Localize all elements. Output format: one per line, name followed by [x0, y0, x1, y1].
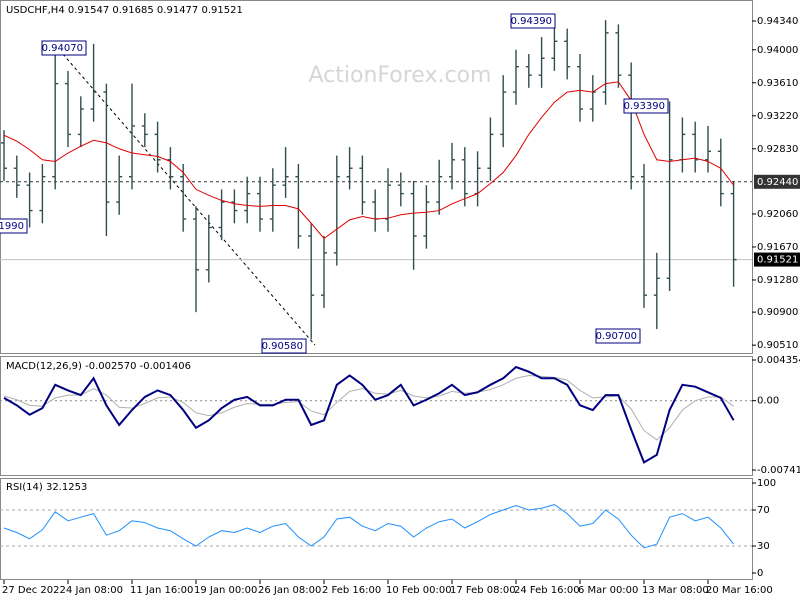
price-panel — [0, 0, 753, 354]
annotation: 0.90580 — [262, 341, 303, 352]
y-tick-label: 30 — [757, 541, 770, 552]
y-tick-label: 0 — [757, 568, 763, 579]
y-tick-label: 0.92060 — [757, 209, 798, 220]
y-tick-label: 0.91280 — [757, 275, 798, 286]
chart-title: USDCHF,H4 0.91547 0.91685 0.91477 0.9152… — [6, 5, 243, 16]
y-tick-label: 0.93220 — [757, 111, 798, 122]
x-tick-label: 19 Jan 00:00 — [194, 585, 257, 596]
y-tick-label: 70 — [757, 505, 770, 516]
watermark: ActionForex.com — [309, 63, 492, 88]
y-tick-label: 0.91670 — [757, 242, 798, 253]
price-label-box — [754, 252, 800, 267]
x-tick-label: 20 Mar 16:00 — [706, 585, 773, 596]
indicator-line — [3, 365, 735, 464]
x-tick-label: 17 Feb 08:00 — [450, 585, 516, 596]
rsi-title: RSI(14) 32.1253 — [6, 482, 87, 493]
annotation-box — [510, 13, 556, 29]
y-tick-label: 0.94340 — [757, 16, 798, 27]
level-label: 0.92440 — [757, 177, 798, 188]
x-tick-label: 11 Jan 16:00 — [130, 585, 193, 596]
x-tick-label: 13 Mar 08:00 — [642, 585, 709, 596]
x-tick-label: 4 Jan 08:00 — [66, 585, 123, 596]
moving-average — [3, 81, 734, 240]
x-tick-label: 27 Dec 2022 — [2, 585, 66, 596]
rsi-panel — [0, 478, 753, 580]
annotation-box — [261, 338, 307, 354]
annotation: 0.93390 — [624, 101, 665, 112]
x-tick-label: 10 Feb 00:00 — [386, 585, 452, 596]
macd-title: MACD(12,26,9) -0.002570 -0.001406 — [6, 361, 191, 372]
annotation-box — [41, 40, 87, 56]
indicator-line — [3, 504, 734, 549]
annotation: 0.90700 — [596, 331, 637, 342]
x-tick-label: 2 Feb 16:00 — [322, 585, 381, 596]
x-tick-label: 24 Feb 16:00 — [514, 585, 580, 596]
annotation: 1990 — [0, 221, 24, 232]
y-tick-label: 0.92830 — [757, 144, 798, 155]
annotation-box — [0, 218, 28, 234]
y-tick-label: 0.00 — [757, 396, 779, 407]
trend-line — [54, 44, 316, 346]
y-tick-label: 100 — [757, 478, 776, 489]
y-tick-label: 0.94000 — [757, 45, 798, 56]
annotation-box — [595, 328, 641, 344]
level-label-box — [754, 174, 800, 189]
x-tick-label: 6 Mar 00:00 — [578, 585, 638, 596]
price-label: 0.91521 — [757, 255, 798, 266]
y-tick-label: 0.004354 — [757, 355, 800, 366]
y-tick-label: 0.90510 — [757, 340, 798, 351]
macd-panel — [0, 356, 753, 476]
annotation: 0.94390 — [511, 16, 552, 27]
y-tick-label: -0.007417 — [757, 465, 800, 476]
y-tick-label: 0.93610 — [757, 78, 798, 89]
annotation: 0.94070 — [42, 43, 83, 54]
y-tick-label: 0.90900 — [757, 307, 798, 318]
x-tick-label: 26 Jan 08:00 — [258, 585, 321, 596]
annotation-box — [623, 98, 669, 114]
